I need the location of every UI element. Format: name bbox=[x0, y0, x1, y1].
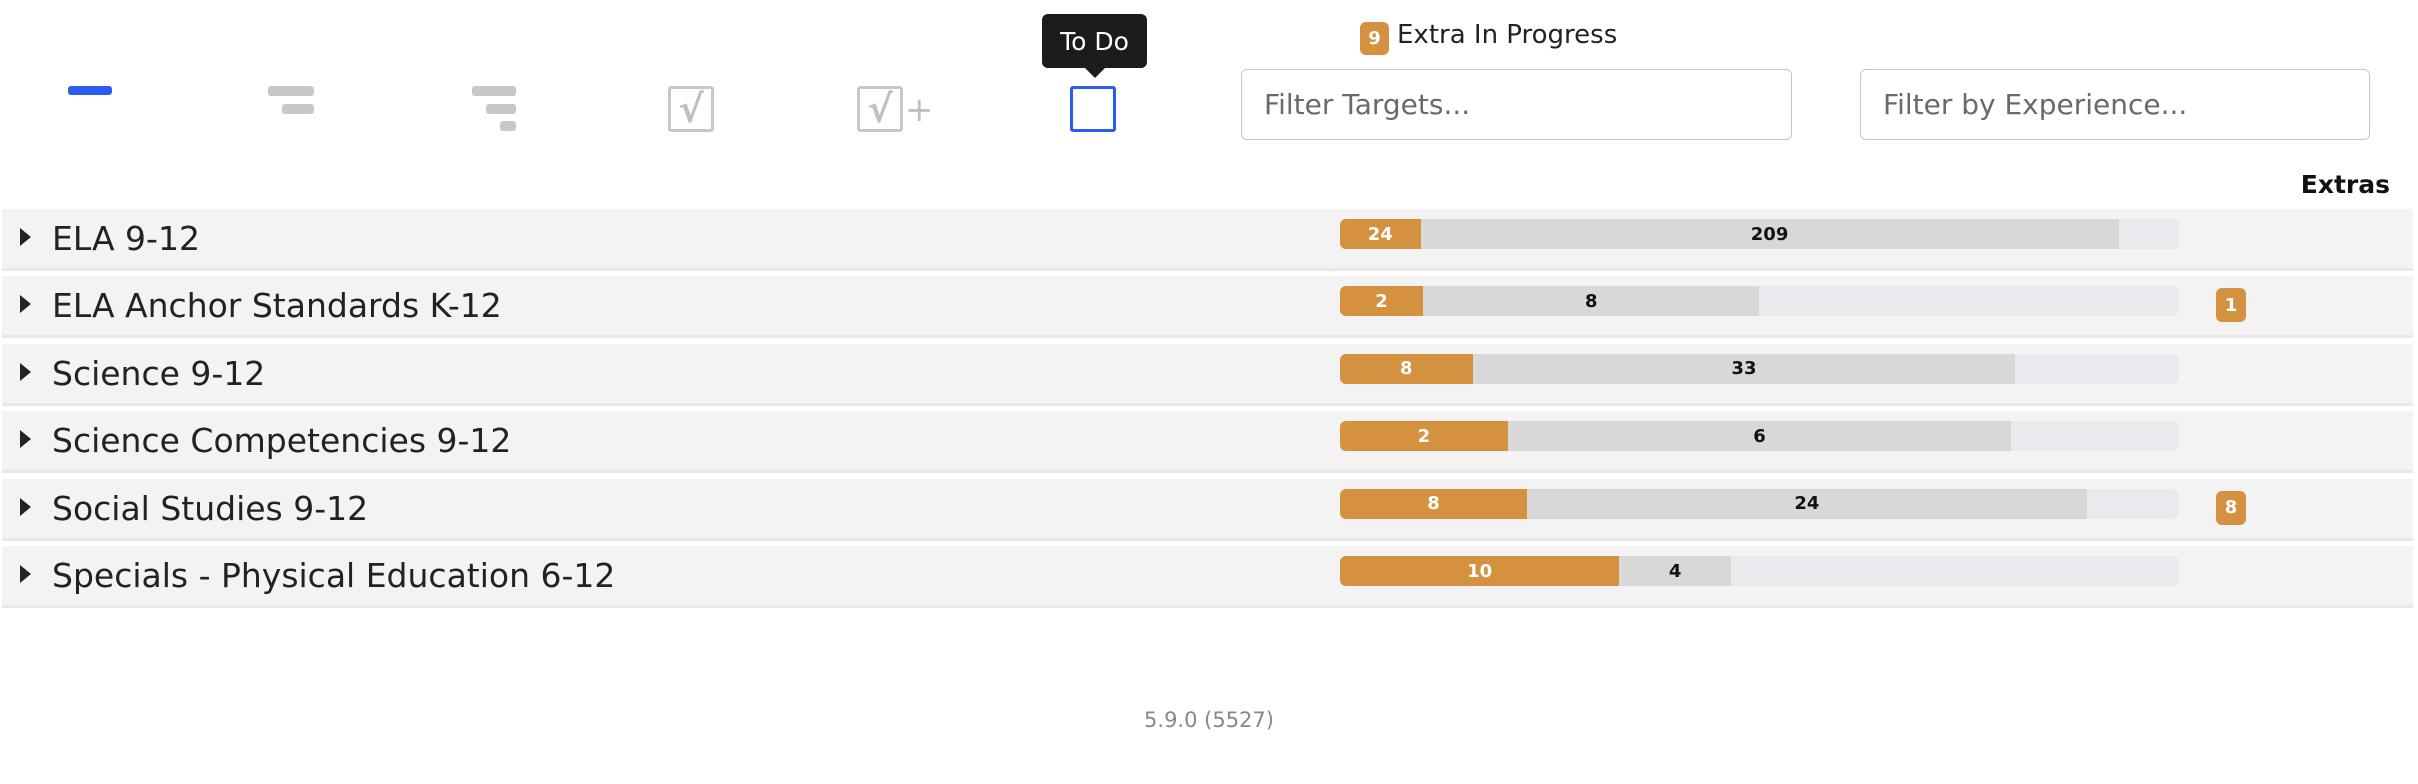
in-progress-segment: 6 bbox=[1507, 421, 2012, 452]
extras-column-header: Extras bbox=[2300, 170, 2390, 199]
row-label: ELA Anchor Standards K-12 bbox=[52, 286, 502, 326]
done-segment: 24 bbox=[1340, 219, 1421, 249]
in-progress-segment: 24 bbox=[1527, 488, 2087, 519]
checked-box-icon[interactable]: √ bbox=[668, 86, 714, 132]
version-label: 5.9.0 (5527) bbox=[1144, 708, 1274, 732]
table-row[interactable]: Social Studies 9-12 24 8 8 bbox=[2, 478, 2413, 541]
level-3-icon[interactable] bbox=[472, 86, 516, 131]
done-segment: 8 bbox=[1340, 353, 1473, 384]
progress-bar: 8 2 bbox=[1340, 286, 2179, 317]
done-segment: 2 bbox=[1340, 421, 1508, 452]
progress-bar: 33 8 bbox=[1340, 353, 2179, 384]
row-label: Specials - Physical Education 6-12 bbox=[52, 556, 616, 595]
expand-triangle-icon[interactable] bbox=[20, 565, 31, 583]
extra-count-badge: 9 bbox=[1360, 22, 1389, 55]
extras-badge: 8 bbox=[2216, 490, 2246, 525]
progress-bar: 6 2 bbox=[1340, 421, 2179, 452]
row-label: Science Competencies 9-12 bbox=[52, 421, 512, 461]
filter-targets-input[interactable] bbox=[1241, 69, 1792, 140]
done-segment: 2 bbox=[1340, 286, 1424, 317]
expand-triangle-icon[interactable] bbox=[20, 228, 31, 246]
expand-triangle-icon[interactable] bbox=[20, 497, 31, 516]
expand-triangle-icon[interactable] bbox=[20, 430, 31, 449]
table-row[interactable]: Science Competencies 9-12 6 2 bbox=[2, 411, 2413, 474]
in-progress-segment: 209 bbox=[1420, 219, 2119, 249]
expand-triangle-icon[interactable] bbox=[20, 295, 31, 314]
tooltip: To Do bbox=[1042, 14, 1147, 78]
table-row[interactable]: Specials - Physical Education 6-12 4 10 bbox=[2, 546, 2413, 608]
row-label: Science 9-12 bbox=[52, 353, 266, 393]
done-segment: 10 bbox=[1340, 556, 1620, 586]
progress-bar: 24 8 bbox=[1340, 488, 2179, 519]
level-2-icon[interactable] bbox=[268, 86, 314, 118]
table-row[interactable]: ELA 9-12 209 24 bbox=[2, 209, 2413, 271]
in-progress-segment: 8 bbox=[1423, 286, 1760, 317]
extra-in-progress-label: Extra In Progress bbox=[1397, 20, 1618, 50]
in-progress-segment: 4 bbox=[1619, 556, 1731, 586]
row-label: ELA 9-12 bbox=[52, 219, 200, 258]
progress-bar: 209 24 bbox=[1340, 219, 2179, 249]
expand-triangle-icon[interactable] bbox=[20, 362, 31, 381]
todo-box-icon[interactable] bbox=[1070, 86, 1116, 132]
in-progress-segment: 33 bbox=[1472, 353, 2016, 384]
done-segment: 8 bbox=[1340, 488, 1528, 519]
level-1-icon[interactable] bbox=[68, 86, 112, 95]
row-label: Social Studies 9-12 bbox=[52, 488, 369, 528]
checked-box-plus-icon[interactable]: √ bbox=[857, 86, 903, 132]
filter-experience-input[interactable] bbox=[1860, 69, 2370, 140]
extras-badge: 1 bbox=[2216, 288, 2246, 323]
progress-bar: 4 10 bbox=[1340, 556, 2179, 586]
table-row[interactable]: ELA Anchor Standards K-12 8 2 1 bbox=[2, 276, 2413, 339]
plus-icon: + bbox=[905, 90, 934, 130]
table-row[interactable]: Science 9-12 33 8 bbox=[2, 343, 2413, 406]
